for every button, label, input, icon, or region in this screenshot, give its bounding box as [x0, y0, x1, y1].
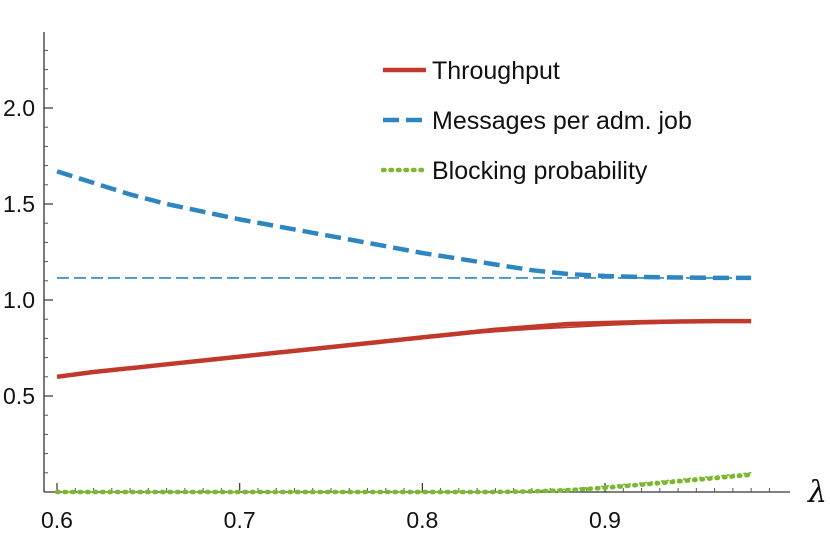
- legend-label: Throughput: [432, 57, 560, 85]
- axis-ticks: 0.6 0.7 0.8 0.9 0.5 1.0 1.5 2.0: [3, 49, 770, 533]
- legend-label: Blocking probability: [432, 157, 648, 185]
- x-tick-label: 0.7: [224, 507, 256, 533]
- series-lines: [54, 169, 754, 495]
- x-tick-label: 0.6: [41, 507, 73, 533]
- axes: [43, 32, 790, 493]
- y-tick-label: 2.0: [3, 95, 35, 121]
- series-line-thin-1: [56, 320, 752, 378]
- legend: Throughput Messages per adm. job Blocking …: [380, 57, 692, 185]
- x-tick-label: 0.8: [406, 507, 438, 533]
- series-line-messages-per-adm-job: [56, 169, 752, 281]
- series-line-blocking-probability: [54, 472, 754, 495]
- y-tick-label: 1.5: [3, 191, 35, 217]
- legend-label: Messages per adm. job: [432, 107, 692, 135]
- x-axis-title: λ: [807, 475, 827, 510]
- series-line-throughput: [56, 318, 752, 380]
- series-line-thin-5: [56, 471, 752, 493]
- x-tick-label: 0.9: [589, 507, 621, 533]
- y-tick-label: 1.0: [3, 287, 35, 313]
- y-tick-label: 0.5: [3, 383, 35, 409]
